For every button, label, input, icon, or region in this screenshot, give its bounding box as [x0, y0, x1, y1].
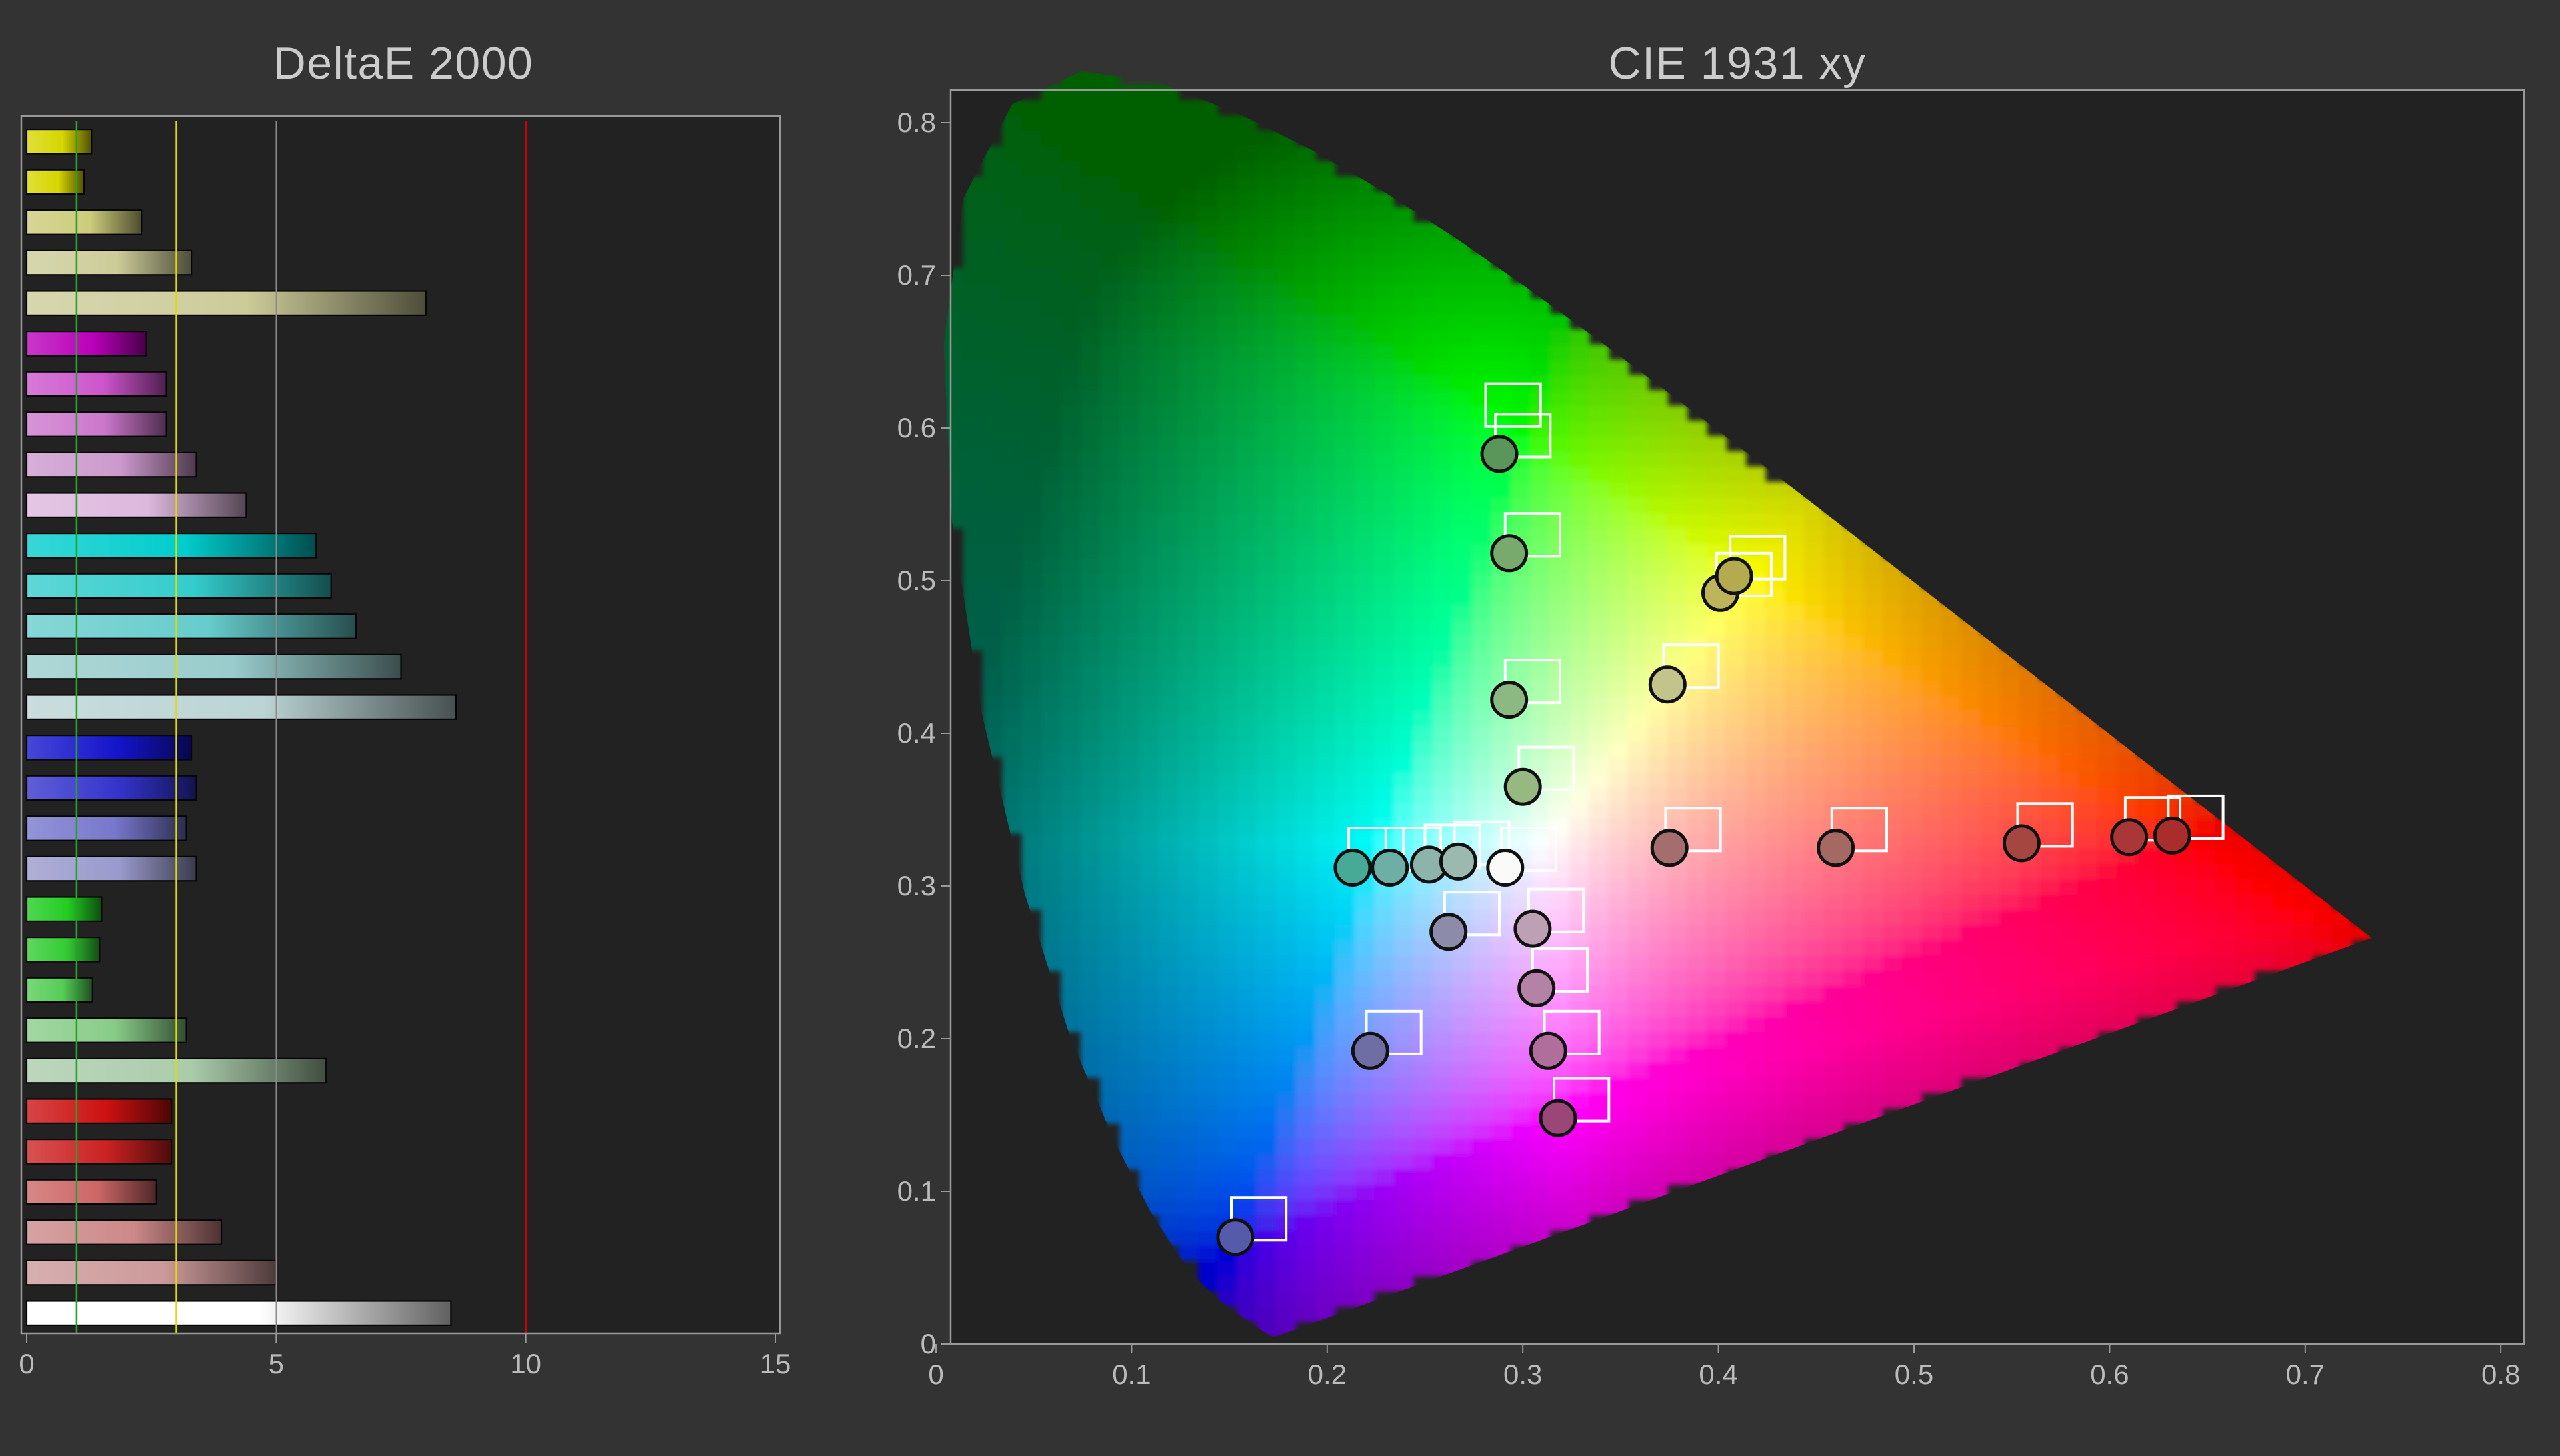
svg-text:0.1: 0.1 — [1112, 1359, 1151, 1390]
svg-text:0.3: 0.3 — [897, 870, 936, 901]
svg-text:5: 5 — [269, 1348, 284, 1379]
svg-text:0.5: 0.5 — [1895, 1359, 1933, 1390]
svg-text:10: 10 — [510, 1348, 541, 1379]
svg-text:0.8: 0.8 — [897, 107, 936, 138]
svg-text:DeltaE 2000: DeltaE 2000 — [273, 38, 534, 89]
svg-text:0.4: 0.4 — [897, 717, 936, 749]
svg-text:0.3: 0.3 — [1503, 1359, 1542, 1390]
svg-text:0.5: 0.5 — [897, 565, 936, 596]
svg-text:0.4: 0.4 — [1699, 1359, 1737, 1390]
svg-text:0.8: 0.8 — [2481, 1359, 2520, 1390]
svg-text:15: 15 — [760, 1348, 791, 1379]
svg-text:0.2: 0.2 — [1308, 1359, 1347, 1390]
svg-text:0.2: 0.2 — [897, 1023, 936, 1054]
svg-text:0.6: 0.6 — [897, 412, 936, 443]
svg-text:0.1: 0.1 — [897, 1175, 936, 1207]
svg-text:0: 0 — [928, 1359, 943, 1390]
svg-text:0: 0 — [921, 1328, 936, 1359]
svg-text:0.6: 0.6 — [2090, 1359, 2129, 1390]
svg-text:0: 0 — [19, 1348, 34, 1379]
svg-text:0.7: 0.7 — [897, 259, 936, 291]
svg-text:CIE 1931 xy: CIE 1931 xy — [1609, 38, 1867, 89]
svg-text:0.7: 0.7 — [2286, 1359, 2325, 1390]
